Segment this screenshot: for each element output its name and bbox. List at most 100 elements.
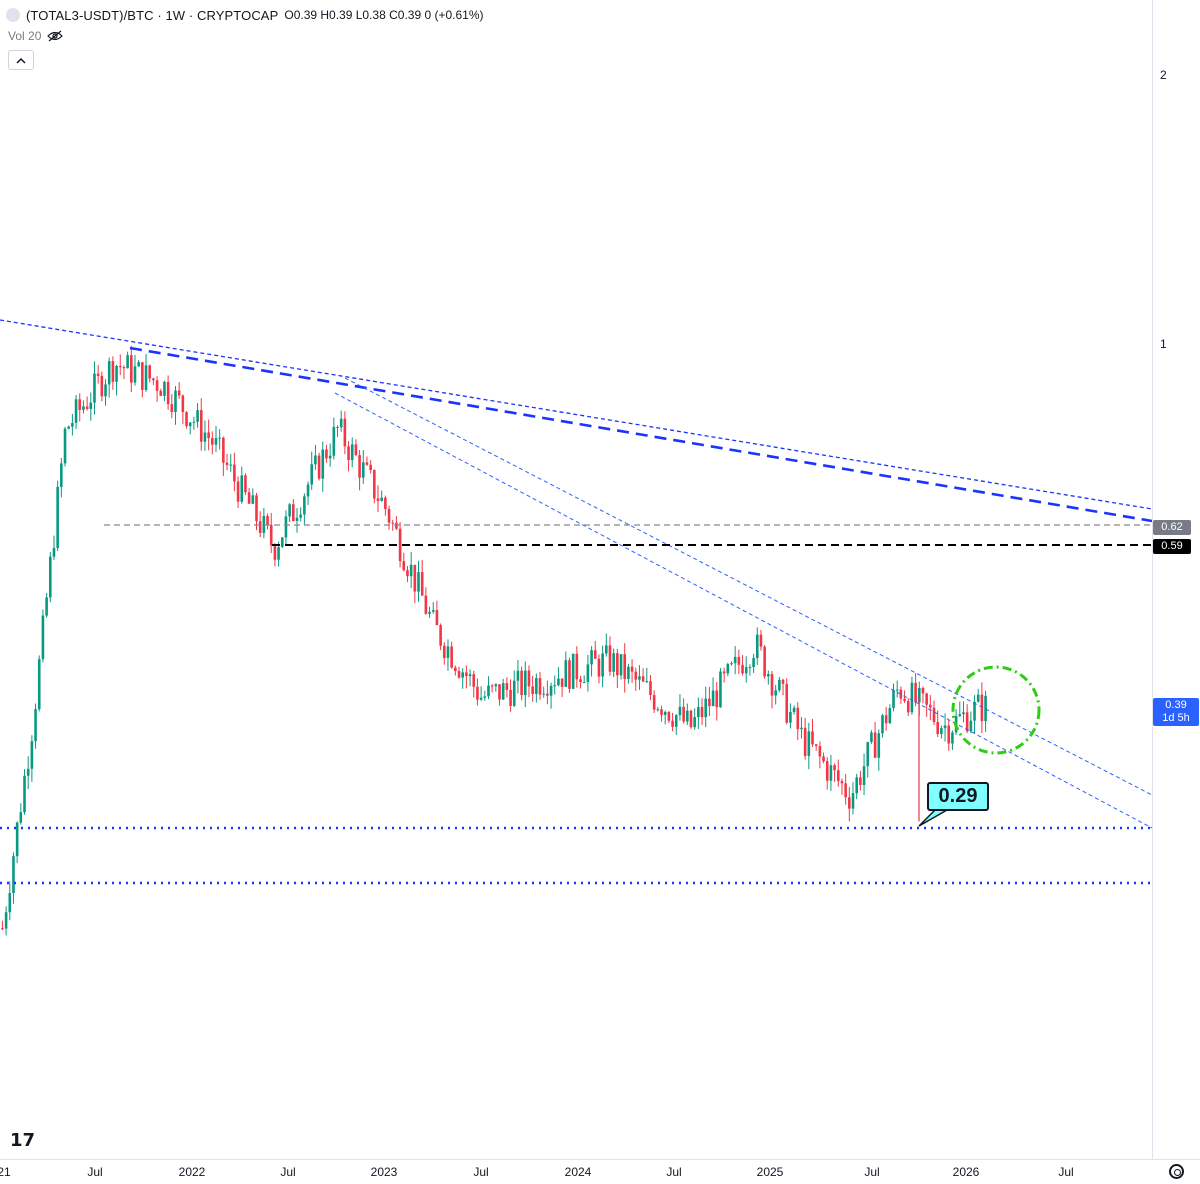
candle-body [568, 660, 571, 689]
candle-body [465, 672, 468, 677]
candle-body [601, 653, 604, 677]
candle-body [980, 694, 984, 722]
candle-body [973, 701, 976, 721]
candle-body [439, 625, 442, 646]
highlight-circle[interactable] [951, 665, 1041, 755]
candle-body [549, 685, 553, 696]
channel-upper-line[interactable] [344, 377, 1153, 796]
candle-body [509, 689, 512, 706]
candle-body [833, 765, 836, 771]
tradingview-logo-icon[interactable]: 17 [10, 1130, 36, 1151]
candle-body [814, 744, 818, 747]
current-price-tag: 0.39 1d 5h [1153, 698, 1199, 726]
candle-body [152, 378, 155, 381]
time-axis-label: Jul [864, 1165, 879, 1179]
candle-body [67, 426, 71, 429]
candle-body [288, 504, 291, 517]
candle-body [715, 690, 719, 708]
main-downtrend-line-thin[interactable] [0, 319, 1153, 510]
candle-body [115, 366, 118, 382]
candle-body [693, 717, 696, 728]
candle-body [652, 695, 656, 710]
price-axis-tick-2: 2 [1160, 68, 1167, 82]
channel-lower-line[interactable] [334, 392, 1153, 829]
candle-body [107, 361, 111, 385]
collapse-legend-button[interactable] [8, 50, 34, 70]
candles-layer [1, 345, 987, 936]
candle-body [60, 463, 63, 487]
candle-body [538, 678, 542, 695]
candle-body [494, 684, 498, 687]
candle-body [402, 561, 406, 571]
bar-countdown: 1d 5h [1162, 712, 1190, 724]
candle-body [163, 381, 166, 396]
candle-body [700, 707, 704, 718]
candle-body [303, 496, 306, 515]
volume-legend[interactable]: Vol 20 [8, 29, 64, 43]
candle-body [277, 547, 280, 560]
candle-body [505, 683, 509, 690]
candle-body [741, 664, 744, 674]
candle-body [369, 464, 372, 471]
candle-body [564, 660, 568, 687]
candle-body [420, 572, 424, 596]
candle-body [177, 390, 181, 396]
candle-body [144, 365, 148, 390]
candle-body [560, 678, 564, 687]
candle-body [803, 727, 807, 756]
candle-body [483, 696, 487, 698]
candle-body [343, 418, 347, 447]
candle-body [884, 715, 888, 724]
symbol-title[interactable]: (TOTAL3-USDT)/BTC · 1W · CRYPTOCAP [26, 7, 279, 23]
candle-body [284, 516, 288, 538]
gear-icon[interactable] [1169, 1164, 1184, 1179]
candle-body [295, 517, 299, 521]
candle-body [413, 564, 417, 592]
candle-body [660, 709, 663, 715]
candle-body [45, 597, 48, 616]
time-axis-label: Jul [87, 1165, 102, 1179]
main-downtrend-line-bold[interactable] [129, 346, 1153, 523]
time-scale-border [0, 1159, 1200, 1160]
candle-body [936, 722, 939, 735]
candle-body [752, 657, 755, 668]
candle-body [1, 928, 4, 930]
candle-body [844, 783, 847, 798]
info-icon[interactable] [6, 8, 20, 22]
candle-body [52, 547, 56, 557]
time-axis-label: 21 [0, 1165, 11, 1179]
candle-body [30, 741, 34, 769]
candle-body [571, 653, 575, 689]
candle-body [811, 731, 814, 745]
candle-body [398, 528, 402, 562]
candle-body [649, 681, 652, 696]
candle-body [877, 733, 881, 758]
candle-body [557, 678, 560, 686]
callout-0-29[interactable]: 0.29 [927, 782, 989, 811]
candle-body [608, 645, 612, 672]
candle-body [535, 678, 538, 694]
time-axis-label: Jul [280, 1165, 295, 1179]
candle-body [781, 679, 785, 684]
time-axis: 21 Jul 2022 Jul 2023 Jul 2024 Jul 2025 Jul 2026 Jul [0, 1165, 1074, 1179]
candle-body [181, 395, 185, 413]
candle-body [428, 611, 431, 614]
candle-body [325, 449, 328, 459]
candle-body [229, 464, 233, 466]
candle-body [247, 492, 251, 504]
candle-body [435, 610, 439, 626]
candle-body [686, 710, 689, 722]
candle-body [704, 698, 708, 718]
candle-body [409, 564, 413, 577]
candle-body [292, 504, 295, 521]
eye-off-icon[interactable] [47, 30, 64, 42]
candle-body [96, 373, 100, 376]
candle-body [711, 690, 715, 707]
candle-body [472, 674, 476, 687]
candle-body [722, 671, 726, 674]
candle-body [531, 686, 534, 694]
candle-body [126, 355, 129, 369]
candle-body [34, 709, 37, 742]
candle-body [457, 671, 461, 678]
